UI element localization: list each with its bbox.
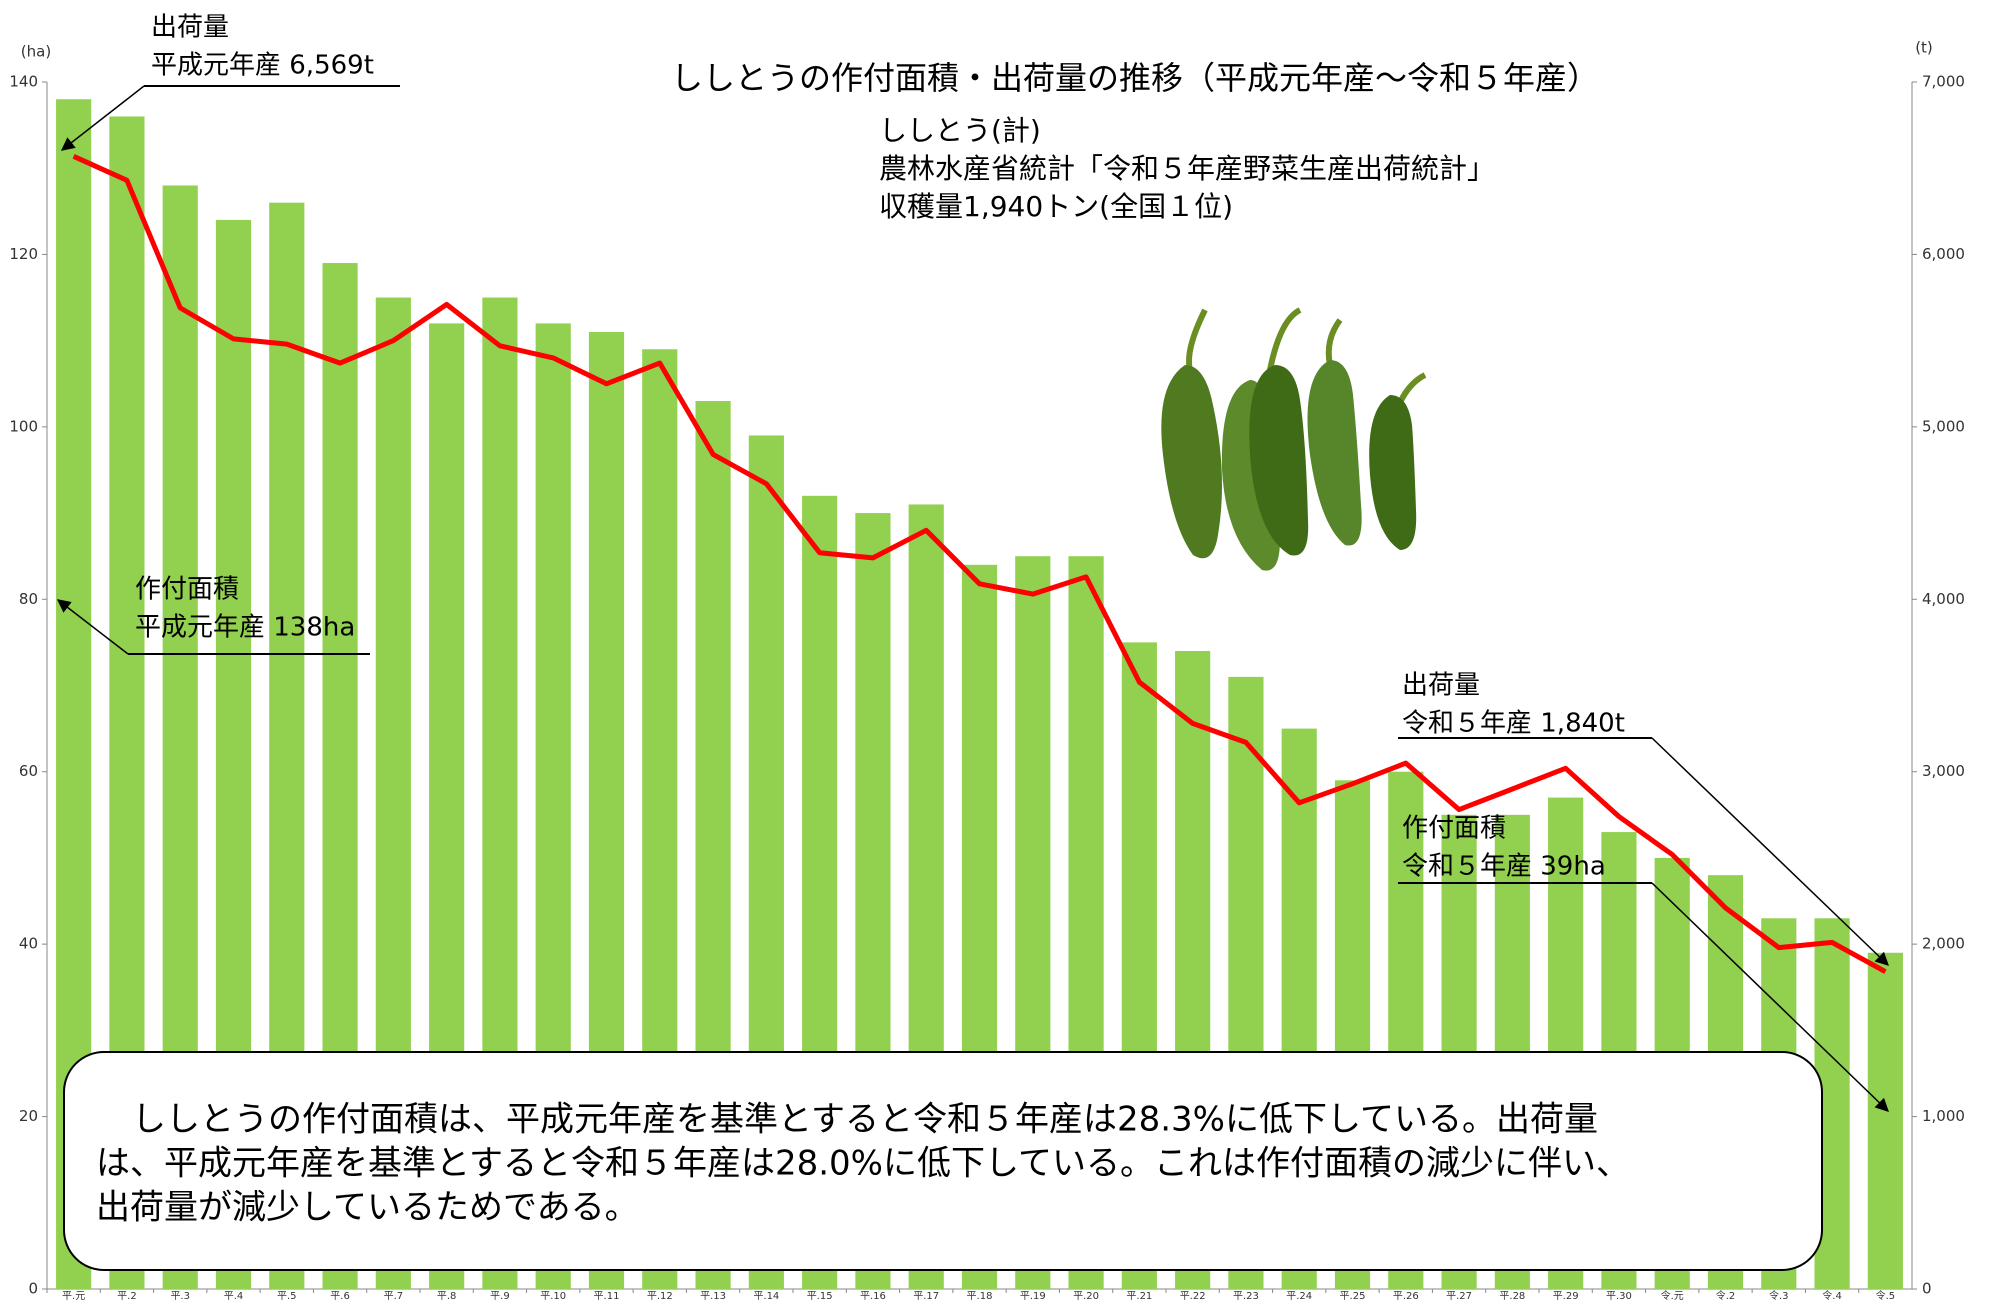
- x-tick-label: 平.25: [1340, 1291, 1366, 1301]
- y-tick-label: 40: [19, 935, 38, 953]
- y2-tick-label: 5,000: [1922, 417, 1965, 435]
- x-tick-label: 平.24: [1286, 1291, 1312, 1301]
- y-tick-label: 140: [9, 73, 38, 91]
- x-tick-label: 平.18: [967, 1291, 993, 1301]
- x-tick-label: 令.4: [1822, 1289, 1842, 1301]
- x-tick-label: 平.5: [277, 1291, 297, 1301]
- x-tick-label: 平.14: [753, 1291, 779, 1301]
- y2-tick-label: 4,000: [1922, 590, 1965, 608]
- x-tick-label: 平.23: [1233, 1291, 1259, 1301]
- x-tick-label: 平.8: [437, 1291, 457, 1301]
- y-tick-label: 120: [9, 245, 38, 263]
- x-tick-label: 平.27: [1446, 1291, 1472, 1301]
- note-text: は、平成元年産を基準とすると令和５年産は28.0%に低下している。これは作付面積…: [96, 1144, 1630, 1184]
- x-tick-label: 平.10: [540, 1291, 566, 1301]
- x-tick-label: 平.11: [594, 1291, 620, 1301]
- y-tick-label: 20: [19, 1107, 38, 1125]
- y-axis-label: (ha): [21, 43, 51, 61]
- annotation: 作付面積: [1402, 814, 1506, 844]
- annotation-arrow: [1651, 882, 1889, 1112]
- y2-tick-label: 0: [1922, 1280, 1932, 1298]
- x-tick-label: 平.15: [807, 1291, 833, 1301]
- y2-tick-label: 6,000: [1922, 245, 1965, 263]
- annotation: 作付面積: [135, 575, 239, 605]
- chart-subtitle: 農林水産省統計「令和５年産野菜生産出荷統計」: [879, 152, 1495, 185]
- x-tick-label: 平.21: [1126, 1291, 1152, 1301]
- x-tick-label: 令.2: [1716, 1289, 1736, 1301]
- x-tick-label: 平.4: [224, 1291, 244, 1301]
- x-tick-label: 平.30: [1606, 1291, 1632, 1301]
- x-tick-label: 平.29: [1553, 1291, 1579, 1301]
- x-tick-label: 平.22: [1180, 1291, 1206, 1301]
- x-tick-label: 平.7: [384, 1291, 404, 1301]
- x-tick-label: 令.3: [1769, 1289, 1789, 1301]
- x-tick-label: 平.20: [1073, 1291, 1099, 1301]
- annotation: 平成元年産 6,569t: [151, 51, 374, 81]
- y2-tick-label: 7,000: [1922, 73, 1965, 91]
- x-tick-label: 平.6: [330, 1291, 350, 1301]
- y-tick-label: 100: [9, 417, 38, 435]
- y2-axis-label: (t): [1915, 39, 1933, 57]
- x-tick-label: 平.19: [1020, 1291, 1046, 1301]
- annotation: 平成元年産 138ha: [135, 613, 355, 643]
- chart-title: ししとうの作付面積・出荷量の推移（平成元年産～令和５年産）: [671, 59, 1599, 97]
- annotation-arrow: [60, 85, 145, 151]
- y2-tick-label: 3,000: [1922, 762, 1965, 780]
- x-tick-label: 平.12: [647, 1291, 673, 1301]
- y2-tick-label: 2,000: [1922, 935, 1965, 953]
- y2-tick-label: 1,000: [1922, 1107, 1965, 1125]
- line: [72, 154, 1887, 974]
- annotation-arrow: [56, 599, 129, 655]
- y-tick-label: 80: [19, 590, 38, 608]
- annotation-arrow: [1651, 737, 1889, 966]
- y-tick-label: 0: [28, 1280, 38, 1298]
- x-tick-label: 令.元: [1661, 1289, 1684, 1301]
- x-tick-label: 平.2: [117, 1291, 137, 1301]
- x-tick-label: 令.5: [1876, 1289, 1896, 1301]
- note-text: 出荷量が減少しているためである。: [96, 1188, 639, 1228]
- x-tick-label: 平.3: [170, 1291, 190, 1301]
- x-tick-label: 平.元: [62, 1291, 85, 1301]
- x-tick-label: 平.13: [700, 1291, 726, 1301]
- annotation: 出荷量: [1402, 671, 1480, 701]
- y-tick-label: 60: [19, 762, 38, 780]
- x-tick-label: 平.17: [913, 1291, 939, 1301]
- overlay: ししとうの作付面積・出荷量の推移（平成元年産～令和５年産） ししとう(計) 農林水産…: [56, 13, 1889, 1271]
- annotation: 出荷量: [151, 13, 229, 43]
- annotation: 令和５年産 39ha: [1402, 852, 1606, 882]
- x-tick-label: 平.28: [1499, 1291, 1525, 1301]
- pepper-illustration: [1161, 307, 1427, 571]
- note-box: [63, 1051, 1823, 1271]
- chart-subtitle: ししとう(計): [879, 114, 1041, 147]
- annotation: 令和５年産 1,840t: [1402, 709, 1625, 739]
- x-tick-label: 平.16: [860, 1291, 886, 1301]
- note-text: ししとうの作付面積は、平成元年産を基準とすると令和５年産は28.3%に低下してい…: [132, 1100, 1598, 1140]
- bar: [1867, 952, 1903, 1289]
- chart-subtitle: 収穫量1,940トン(全国１位): [879, 190, 1233, 223]
- x-tick-label: 平.26: [1393, 1291, 1419, 1301]
- x-tick-label: 平.9: [490, 1291, 510, 1301]
